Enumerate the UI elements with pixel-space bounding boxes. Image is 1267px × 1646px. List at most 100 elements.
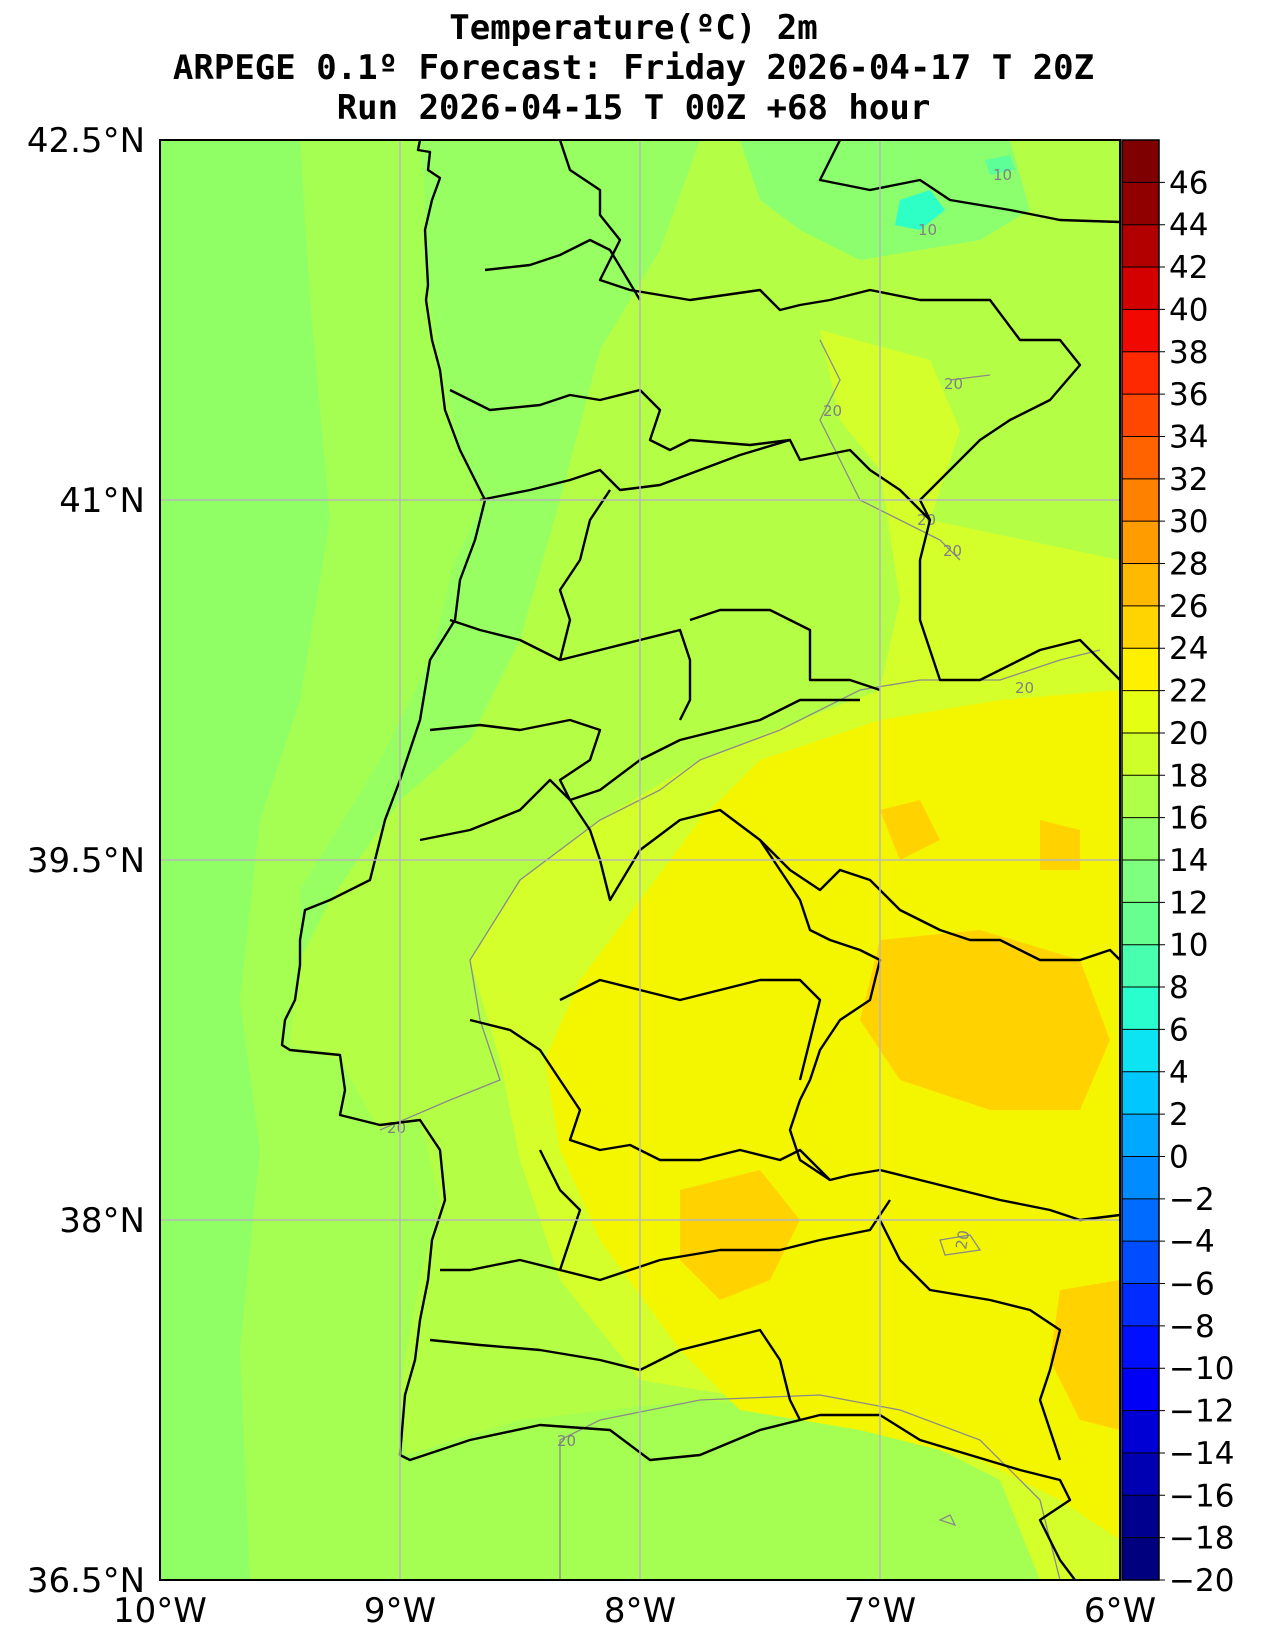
border-e bbox=[449, 618, 692, 721]
colorbar-tick-label: −8 bbox=[1169, 1309, 1215, 1345]
border-n bbox=[429, 1328, 802, 1421]
y-tick-38: 38°N bbox=[59, 1201, 145, 1241]
colorbar-segment bbox=[1122, 1368, 1159, 1412]
y-tick-36-5: 36.5°N bbox=[27, 1561, 145, 1601]
coastline-and-borders bbox=[280, 140, 1120, 1580]
colorbar-segment bbox=[1122, 521, 1159, 565]
border-north-east bbox=[818, 140, 1120, 224]
contour-label-20-c: 20 bbox=[917, 511, 936, 529]
graticule bbox=[160, 140, 1120, 1580]
cold-spot-gerez bbox=[895, 190, 945, 230]
colorbar-tick-label: −10 bbox=[1169, 1351, 1234, 1387]
x-axis-ticks: 10°W 9°W 8°W 7°W 6°W bbox=[113, 1591, 1156, 1631]
coastline bbox=[280, 140, 1076, 1580]
border-f bbox=[689, 608, 881, 692]
colorbar-segment bbox=[1122, 902, 1159, 946]
border-b bbox=[449, 388, 931, 521]
colorbar-tick-label: 8 bbox=[1169, 970, 1189, 1006]
border-h bbox=[419, 778, 1120, 962]
contour-label-20-b: 20 bbox=[823, 402, 842, 420]
colorbar-tick-label: −16 bbox=[1169, 1478, 1234, 1514]
colorbar-segment bbox=[1122, 267, 1159, 311]
contour-label-20-h: 20 bbox=[557, 1432, 576, 1450]
colorbar-tick-label: −4 bbox=[1169, 1224, 1215, 1260]
colorbar-segment bbox=[1122, 1410, 1159, 1454]
colorbar-segment bbox=[1122, 140, 1159, 183]
colorbar-segment bbox=[1122, 309, 1159, 353]
contour-label-10-a: 10 bbox=[993, 166, 1012, 184]
colorbar: 4644424038363432302826242220181614121086… bbox=[1121, 139, 1234, 1599]
colorbar-tick-label: 22 bbox=[1169, 674, 1208, 710]
colorbar-segment bbox=[1122, 817, 1159, 861]
colorbar-segment bbox=[1122, 1071, 1159, 1115]
colorbar-tick-label: 6 bbox=[1169, 1012, 1189, 1048]
colorbar-segment bbox=[1122, 182, 1159, 226]
colorbar-tick-label: −2 bbox=[1169, 1182, 1215, 1218]
y-tick-42-5: 42.5°N bbox=[27, 121, 145, 161]
colorbar-tick-label: 36 bbox=[1169, 377, 1208, 413]
colorbar-segment bbox=[1122, 775, 1159, 819]
colorbar-tick-label: −12 bbox=[1169, 1394, 1234, 1430]
colorbar-segment bbox=[1122, 732, 1159, 776]
colorbar-segment bbox=[1122, 605, 1159, 649]
hottest-patch-southeast bbox=[1050, 1280, 1120, 1430]
border-c bbox=[479, 438, 791, 502]
colorbar-segment bbox=[1122, 1156, 1159, 1200]
colorbar-tick-label: −14 bbox=[1169, 1436, 1234, 1472]
colorbar-tick-label: 30 bbox=[1169, 504, 1208, 540]
map-frame bbox=[159, 139, 1121, 1581]
border-a bbox=[484, 238, 642, 301]
colorbar-tick-label: 24 bbox=[1169, 631, 1208, 667]
hottest-patch-centre bbox=[880, 800, 940, 860]
temperature-field: 10 10 20 20 20 20 20 20 20 20 bbox=[160, 140, 1120, 1580]
colorbar-tick-label: 10 bbox=[1169, 928, 1208, 964]
colorbar-tick-label: 2 bbox=[1169, 1097, 1189, 1133]
colorbar-tick-label: 14 bbox=[1169, 843, 1208, 879]
colorbar-tick-label: 42 bbox=[1169, 250, 1208, 286]
colorbar-tick-label: 26 bbox=[1169, 589, 1208, 625]
hottest-patch-east bbox=[860, 930, 1110, 1110]
colorbar-segment bbox=[1122, 1198, 1159, 1242]
border-k bbox=[469, 1018, 831, 1181]
contour-label-20-g: 20 bbox=[952, 1229, 973, 1251]
map-title-line-1: Temperature(ºC) 2m bbox=[449, 8, 818, 48]
colorbar-tick-label: −20 bbox=[1169, 1563, 1234, 1599]
colorbar-segment bbox=[1122, 690, 1159, 734]
y-tick-41: 41°N bbox=[59, 481, 145, 521]
colorbar-segment bbox=[1122, 436, 1159, 480]
hottest-patch-south bbox=[680, 1170, 800, 1300]
colorbar-segment bbox=[1122, 1241, 1159, 1285]
colorbar-tick-label: 28 bbox=[1169, 547, 1208, 583]
contour-label-20-a: 20 bbox=[944, 375, 963, 393]
contour-label-20-e: 20 bbox=[1015, 679, 1034, 697]
colorbar-segment bbox=[1122, 1495, 1159, 1539]
contour-label-10-b: 10 bbox=[918, 221, 937, 239]
colorbar-tick-label: 4 bbox=[1169, 1055, 1189, 1091]
colorbar-tick-label: 16 bbox=[1169, 801, 1208, 837]
colorbar-segment bbox=[1122, 1537, 1159, 1581]
colorbar-tick-label: 34 bbox=[1169, 419, 1208, 455]
colorbar-tick-label: 32 bbox=[1169, 462, 1208, 498]
colorbar-segment bbox=[1122, 563, 1159, 607]
colorbar-tick-label: 38 bbox=[1169, 335, 1208, 371]
border-o bbox=[878, 1219, 1062, 1461]
hottest-patch-centre-east bbox=[1040, 820, 1080, 870]
colorbar-segment bbox=[1122, 224, 1159, 268]
colorbar-segment bbox=[1122, 648, 1159, 692]
x-tick-9w: 9°W bbox=[364, 1591, 436, 1631]
colorbar-tick-label: 20 bbox=[1169, 716, 1208, 752]
colorbar-segment bbox=[1122, 1114, 1159, 1158]
border-l bbox=[440, 1149, 582, 1272]
x-tick-7w: 7°W bbox=[844, 1591, 916, 1631]
colorbar-tick-label: 40 bbox=[1169, 292, 1208, 328]
colorbar-segment bbox=[1122, 860, 1159, 903]
border-north bbox=[558, 140, 1120, 682]
border-d bbox=[558, 489, 611, 661]
hot-zone bbox=[545, 690, 1120, 1540]
colorbar-tick-label: 12 bbox=[1169, 885, 1208, 921]
colorbar-segment bbox=[1122, 394, 1159, 438]
colorbar-segment bbox=[1122, 478, 1159, 522]
colorbar-segment bbox=[1122, 1452, 1159, 1496]
colorbar-tick-label: 44 bbox=[1169, 208, 1208, 244]
